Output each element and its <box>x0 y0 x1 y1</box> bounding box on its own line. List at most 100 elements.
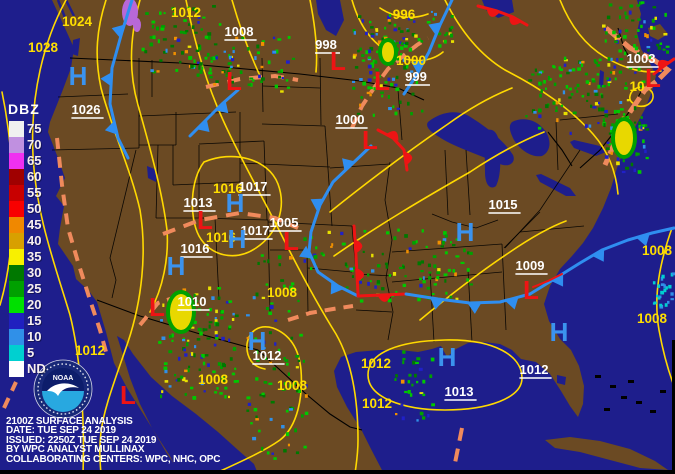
radar-echo <box>231 318 235 321</box>
radar-echo <box>219 392 223 395</box>
radar-echo <box>249 77 254 80</box>
radar-echo <box>228 338 231 342</box>
radar-echo <box>585 80 590 84</box>
radar-echo <box>202 361 206 366</box>
radar-echo <box>610 151 613 155</box>
radar-echo <box>598 58 602 62</box>
radar-echo <box>208 321 213 324</box>
radar-echo <box>195 49 200 52</box>
radar-echo <box>580 63 584 68</box>
legend-value-label: 60 <box>27 169 42 184</box>
radar-echo <box>594 92 599 96</box>
cold-front-triangle <box>215 100 229 114</box>
radar-echo <box>612 30 616 35</box>
radar-echo <box>601 107 605 112</box>
bahamas-island <box>610 385 616 388</box>
trough-line <box>2 381 18 409</box>
radar-echo <box>206 313 209 316</box>
radar-echo <box>152 70 156 74</box>
radar-echo <box>640 1 645 4</box>
radar-echo <box>199 331 203 336</box>
radar-echo <box>404 234 408 238</box>
radar-echo <box>278 75 281 79</box>
radar-echo <box>402 265 405 269</box>
radar-echo <box>420 270 424 273</box>
radar-echo <box>262 394 266 398</box>
radar-echo <box>161 390 164 394</box>
radar-echo <box>292 381 296 385</box>
radar-echo <box>645 156 649 160</box>
radar-echo <box>281 77 284 79</box>
radar-echo <box>149 42 154 47</box>
radar-echo <box>254 56 257 60</box>
radar-echo <box>266 451 270 455</box>
radar-echo <box>255 415 258 419</box>
radar-echo <box>659 42 663 45</box>
radar-echo <box>309 267 313 271</box>
radar-echo <box>594 102 599 106</box>
radar-echo <box>357 49 360 53</box>
radar-echo <box>195 9 198 13</box>
isobar-value-label: 1012 <box>361 356 391 371</box>
center-pressure-value: 1010 <box>178 294 207 309</box>
radar-echo <box>221 336 225 341</box>
isobar-value-label: 1008 <box>642 243 673 258</box>
legend-swatch-20 <box>9 297 24 313</box>
radar-echo <box>401 42 404 45</box>
radar-echo <box>618 29 622 34</box>
radar-echo <box>367 78 372 82</box>
radar-echo <box>667 300 670 304</box>
radar-echo <box>467 251 470 255</box>
lake-winnipeg <box>316 0 344 36</box>
radar-echo <box>313 254 318 259</box>
radar-echo <box>566 71 570 75</box>
radar-echo <box>420 40 424 43</box>
radar-echo <box>388 107 392 111</box>
legend-value-label: 40 <box>27 233 42 248</box>
radar-echo <box>151 24 154 29</box>
radar-echo <box>256 51 260 55</box>
national-border <box>69 57 425 101</box>
radar-echo <box>555 106 558 110</box>
radar-echo <box>637 18 641 21</box>
radar-echo <box>404 275 407 278</box>
isobar-value-label: 1016 <box>213 181 244 196</box>
isobar-value-label: 1016 <box>206 230 237 245</box>
radar-echo <box>576 83 580 88</box>
center-pressure-value: 1000 <box>336 112 365 127</box>
radar-echo <box>369 280 372 283</box>
radar-echo <box>670 298 674 301</box>
radar-echo <box>399 100 402 104</box>
radar-echo <box>660 276 664 281</box>
radar-echo <box>402 37 406 40</box>
radar-echo <box>290 336 294 340</box>
radar-echo <box>187 45 192 48</box>
radar-echo <box>221 379 225 382</box>
radar-echo <box>345 286 349 289</box>
radar-echo <box>197 21 200 24</box>
radar-echo <box>256 359 260 362</box>
radar-echo <box>184 379 188 383</box>
isobar-value-label: 1008 <box>277 378 308 393</box>
radar-echo <box>390 82 394 87</box>
radar-echo <box>180 375 184 379</box>
isobar-line <box>191 155 283 257</box>
isobar-line <box>130 0 169 313</box>
radar-echo <box>362 250 365 253</box>
isobar-line <box>213 326 303 474</box>
radar-echo <box>261 41 265 46</box>
radar-echo <box>163 362 168 365</box>
high-pressure-marker: H <box>167 251 186 281</box>
radar-echo <box>200 28 203 31</box>
radar-echo <box>387 77 391 82</box>
legend-value-label: 20 <box>27 297 42 312</box>
radar-echo <box>379 84 383 88</box>
radar-echo <box>250 82 253 87</box>
radar-echo <box>590 104 593 108</box>
radar-echo <box>544 87 547 90</box>
isobar-value-label: 996 <box>393 7 416 22</box>
radar-echo <box>659 305 664 309</box>
radar-echo <box>209 67 212 72</box>
isobar-line <box>333 131 545 257</box>
radar-echo <box>634 71 637 74</box>
